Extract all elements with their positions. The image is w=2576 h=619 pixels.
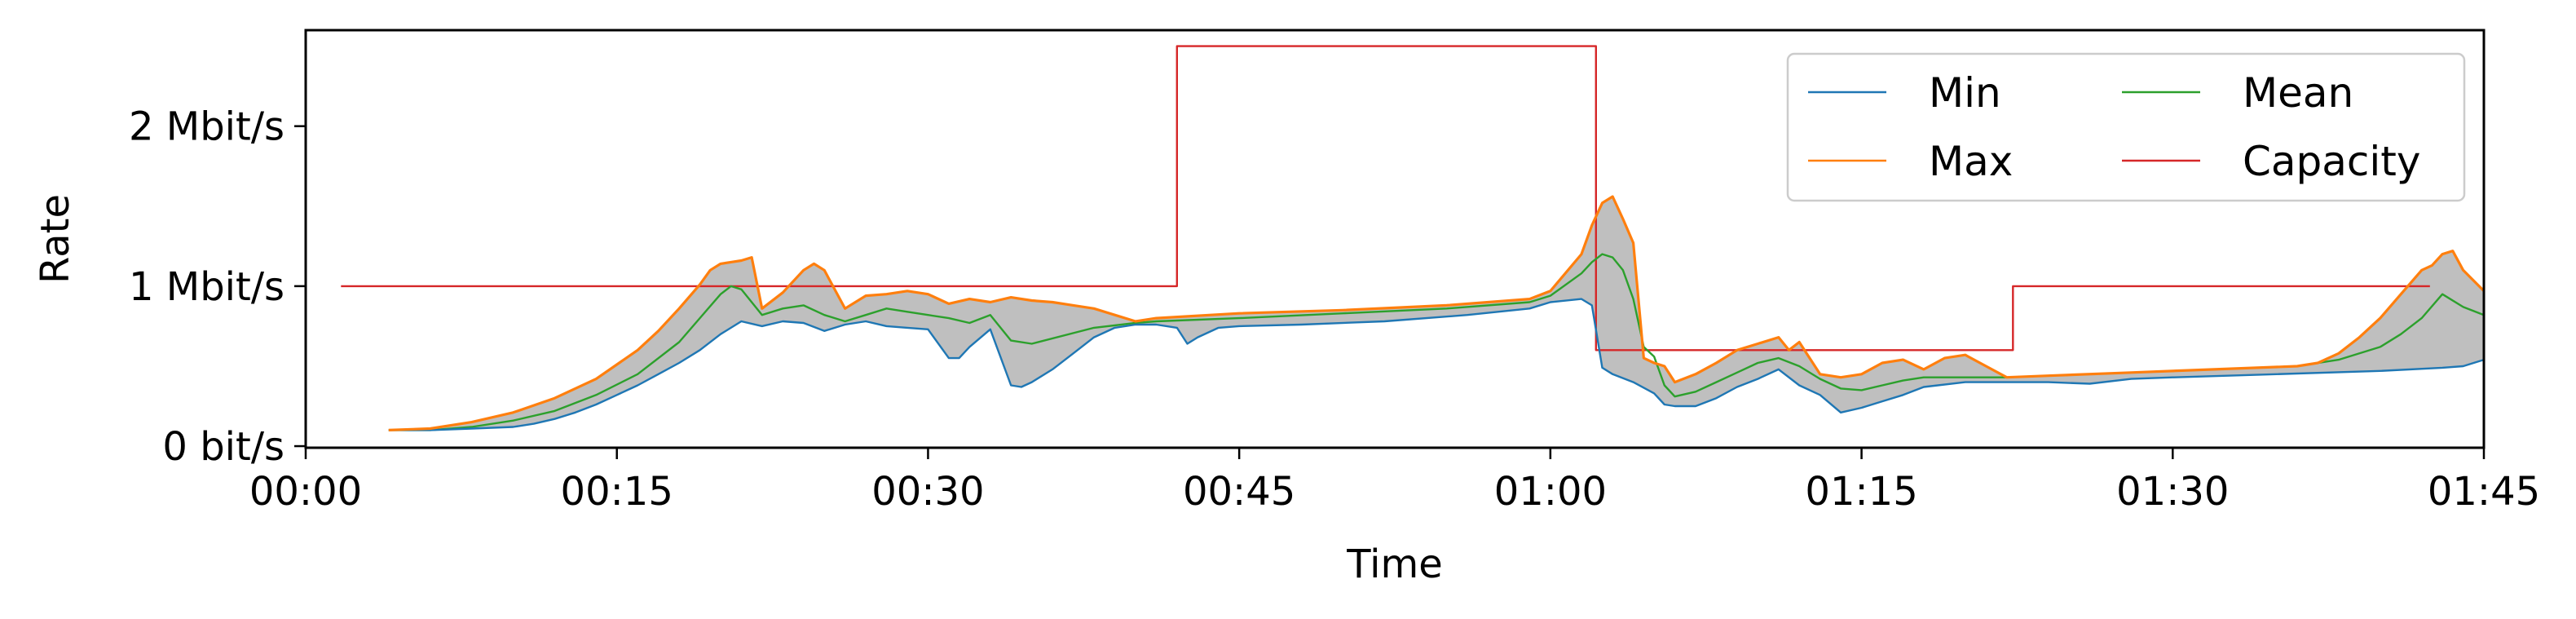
y-tick-label: 2 Mbit/s <box>129 104 285 150</box>
min-max-band-layer <box>388 197 2484 431</box>
y-tick-label: 1 Mbit/s <box>129 264 285 310</box>
y-axis-label: Rate <box>33 194 78 284</box>
legend-label-min: Min <box>1929 69 2001 117</box>
series-line-mean <box>388 253 2485 431</box>
series-line-min <box>388 298 2485 431</box>
y-tick-label: 0 bit/s <box>162 424 285 470</box>
x-tick-label: 01:30 <box>2116 469 2229 515</box>
legend-label-capacity: Capacity <box>2243 138 2421 185</box>
x-tick-label: 00:45 <box>1183 469 1295 515</box>
legend: Min Max Mean Capacity <box>1786 52 2466 202</box>
x-tick-label: 01:45 <box>2428 469 2540 515</box>
series-line-capacity <box>341 45 2430 352</box>
x-tick-label: 00:30 <box>871 469 984 515</box>
x-tick-label: 00:15 <box>561 469 673 515</box>
min-max-band <box>388 197 2484 431</box>
x-tick-label: 01:15 <box>1805 469 1917 515</box>
x-axis-label: Time <box>1346 542 1442 587</box>
series-line-max <box>388 195 2486 431</box>
legend-label-mean: Mean <box>2243 69 2353 117</box>
legend-label-max: Max <box>1929 138 2013 185</box>
plot-frame <box>304 29 2486 449</box>
legend-frame <box>1786 52 2466 202</box>
series-layer <box>341 45 2486 431</box>
x-tick-label: 00:00 <box>249 469 362 515</box>
x-tick-label: 01:00 <box>1494 469 1607 515</box>
ticks-layer: 00:00 00:15 00:30 00:45 01:00 01:15 01:30 01:45… <box>129 104 2540 515</box>
